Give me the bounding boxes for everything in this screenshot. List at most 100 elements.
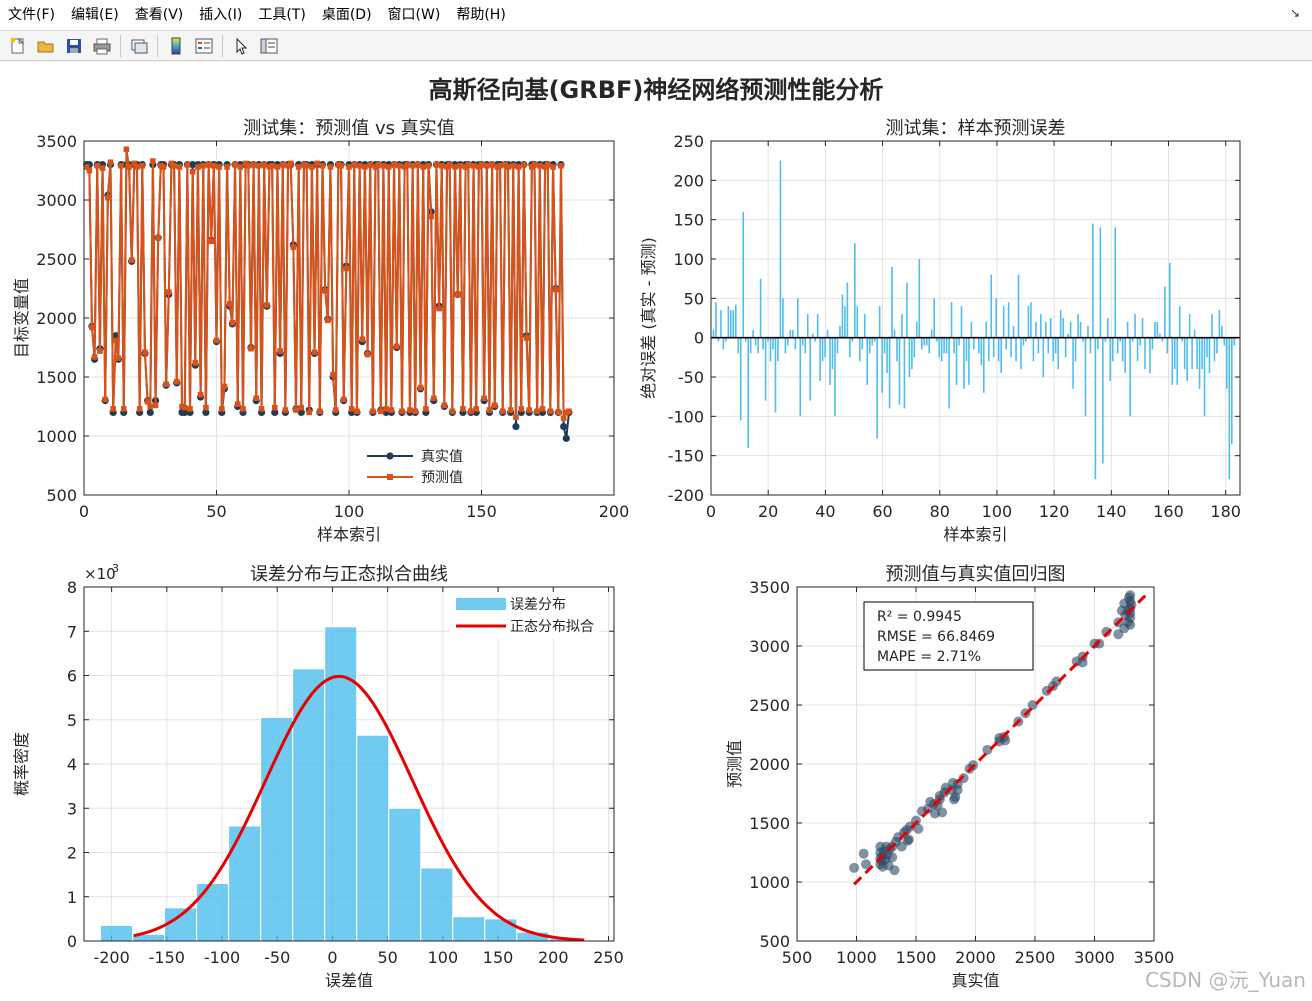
error-bar: [1107, 318, 1109, 338]
pred-value-point: [205, 161, 212, 168]
pred-value-point: [356, 162, 363, 169]
error-bar: [1173, 337, 1176, 370]
menu-view[interactable]: 查看(V): [134, 7, 184, 23]
pred-value-point: [412, 408, 419, 415]
pred-value-point: [399, 408, 405, 415]
error-bar: [1121, 337, 1124, 362]
pred-value-point: [261, 161, 267, 168]
error-bar: [1020, 337, 1022, 370]
pred-value-point: [518, 406, 525, 412]
pred-value-point: [325, 317, 331, 324]
line-chart-y-tick-label: 3500: [36, 132, 77, 151]
error-bar: [1000, 337, 1002, 374]
true-value-point: [146, 408, 154, 416]
menu-tools[interactable]: 工具(T): [258, 7, 306, 23]
pred-value-point: [279, 161, 286, 168]
pred-value-point: [105, 194, 111, 201]
error-bar: [1102, 337, 1104, 464]
error-bar: [1007, 302, 1010, 338]
pred-value-point: [497, 162, 503, 169]
regression-chart-y-tick-label: 2000: [749, 755, 790, 774]
error-bar: [1181, 337, 1183, 342]
pred-value-point: [388, 407, 395, 413]
error-bar: [1176, 337, 1179, 385]
error-bar: [925, 337, 928, 346]
histogram-chart-y-tick-label: 3: [67, 799, 77, 818]
colorbar-icon[interactable]: [165, 35, 187, 57]
true-value-point: [202, 408, 210, 416]
pred-value-point: [428, 213, 434, 220]
error-bar: [1223, 337, 1226, 346]
pred-value-point: [163, 381, 169, 387]
histogram-chart-x-tick-label: -150: [149, 948, 185, 967]
pred-value-point: [375, 161, 381, 168]
menu-desktop[interactable]: 桌面(D): [321, 7, 372, 23]
error-bar: [916, 321, 918, 338]
menu-insert[interactable]: 插入(I): [199, 7, 243, 23]
pred-value-point: [415, 161, 421, 168]
error-bar: [782, 298, 784, 338]
pred-value-point: [383, 406, 389, 412]
metrics-annotation-box: [863, 601, 1034, 671]
line-chart-y-tick-label: 2000: [36, 309, 77, 328]
error-bar: [908, 337, 911, 377]
histogram-chart-x-tick-label: 100: [428, 948, 459, 967]
regression-chart-x-axis-label: 真实值: [951, 971, 999, 990]
error-bar: [1151, 337, 1154, 350]
link-plot-icon[interactable]: [128, 35, 150, 57]
new-file-icon[interactable]: [7, 35, 29, 57]
pred-value-point: [295, 164, 302, 170]
pred-value-point: [110, 406, 116, 412]
pred-value-point: [126, 164, 132, 170]
error-bar: [950, 302, 953, 338]
error-bar: [868, 337, 871, 354]
error-bar: [888, 337, 891, 409]
pred-value-point: [505, 164, 511, 170]
error-bar: [1052, 337, 1055, 362]
regression-chart-x-tick-label: 2000: [955, 948, 996, 967]
error-bar: [730, 310, 732, 338]
error-bar: [953, 337, 955, 354]
error-bar: [938, 337, 940, 358]
regression-chart-x-tick-label: 2500: [1015, 948, 1056, 967]
property-inspector-icon[interactable]: [258, 35, 280, 57]
menu-edit[interactable]: 编辑(E): [70, 7, 119, 23]
pred-value-point: [465, 161, 472, 168]
scatter-point: [1101, 626, 1112, 637]
error-bar: [958, 337, 960, 346]
error-bar: [831, 337, 834, 370]
legend-icon[interactable]: [193, 35, 215, 57]
pred-value-point: [470, 162, 477, 169]
error-bar: [1087, 325, 1089, 338]
save-icon[interactable]: [63, 35, 85, 57]
error-bar: [1141, 318, 1144, 338]
histogram-chart-x-tick-label: 150: [483, 948, 514, 967]
error-bar: [886, 337, 888, 374]
menu-window[interactable]: 窗口(W): [387, 7, 441, 23]
print-icon[interactable]: [91, 35, 113, 57]
error-bar: [1099, 227, 1102, 338]
menu-file[interactable]: 文件(F): [8, 7, 55, 23]
dock-arrow-icon[interactable]: ↘: [1289, 6, 1300, 20]
error-bar-chart-x-tick-label: 100: [982, 502, 1013, 521]
error-bar: [1074, 337, 1077, 362]
regression-chart-y-tick-label: 2500: [749, 696, 790, 715]
pred-value-point: [510, 162, 517, 169]
toolbar-separator: [222, 34, 223, 57]
error-bar: [928, 337, 931, 354]
line-chart-y-tick-label: 500: [46, 486, 77, 505]
error-bar: [772, 337, 774, 350]
error-bar: [978, 337, 980, 354]
error-bar: [930, 329, 933, 338]
error-bar-chart-x-tick-label: 20: [758, 502, 778, 521]
pointer-icon[interactable]: [230, 35, 252, 57]
open-folder-icon[interactable]: [35, 35, 57, 57]
error-bar: [901, 314, 903, 338]
menu-help[interactable]: 帮助(H): [456, 7, 506, 23]
error-bar: [1094, 337, 1097, 480]
pred-value-point: [118, 162, 124, 169]
pred-value-point: [385, 164, 392, 170]
error-bar: [1171, 337, 1174, 385]
pred-value-point: [515, 164, 522, 170]
error-bar: [876, 337, 878, 439]
